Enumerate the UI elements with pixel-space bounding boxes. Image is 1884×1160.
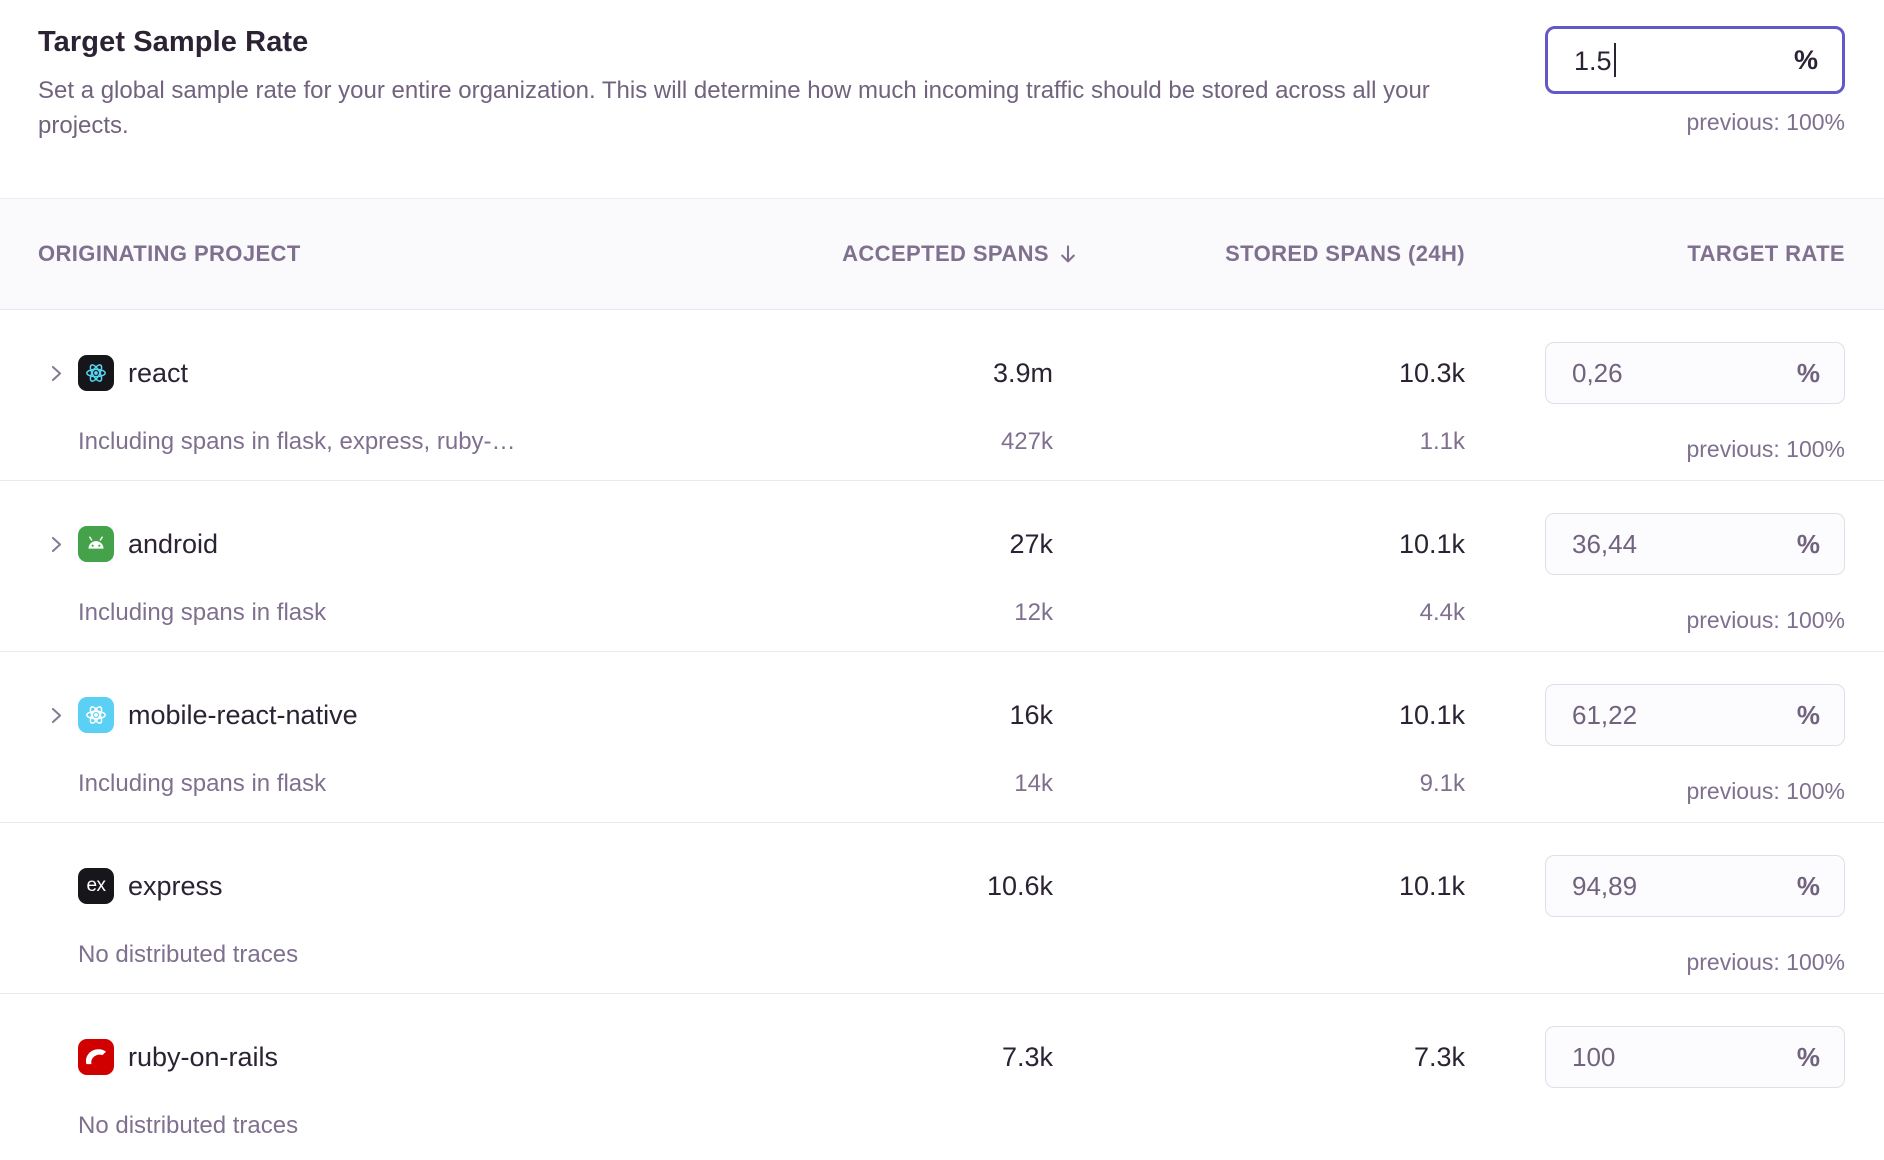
express-icon: ex bbox=[78, 868, 114, 904]
target-rate-input[interactable]: 94,89 % bbox=[1545, 855, 1845, 917]
accepted-spans-value: 27k bbox=[1009, 528, 1053, 559]
sub-accepted-spans-value: 12k bbox=[1014, 599, 1053, 626]
expand-chevron-icon[interactable] bbox=[45, 533, 67, 555]
sub-stored-spans-value: 1.1k bbox=[1419, 428, 1465, 455]
distributed-traces-note: Including spans in flask, express, ruby-… bbox=[78, 428, 516, 455]
distributed-traces-note: No distributed traces bbox=[78, 941, 299, 968]
column-header-stored-spans[interactable]: STORED SPANS (24H) bbox=[1225, 241, 1465, 266]
project-name: express bbox=[128, 870, 223, 901]
project-name: android bbox=[128, 528, 219, 559]
sub-stored-spans-value: 4.4k bbox=[1419, 599, 1465, 626]
percent-suffix: % bbox=[1796, 357, 1820, 388]
previous-rate-label: previous: 100% bbox=[1686, 949, 1845, 975]
accepted-spans-value: 16k bbox=[1009, 699, 1053, 730]
previous-rate-label: previous: 100% bbox=[1686, 436, 1845, 462]
sub-accepted-spans-value: 427k bbox=[1000, 428, 1053, 455]
project-name: mobile-react-native bbox=[128, 699, 358, 730]
column-header-target-rate: TARGET RATE bbox=[1687, 241, 1845, 266]
percent-suffix: % bbox=[1793, 44, 1818, 75]
target-rate-input[interactable]: 100 % bbox=[1545, 1026, 1845, 1088]
table-row: ruby-on-rails 7.3k 7.3k 100 % No distrib… bbox=[0, 993, 1884, 1160]
target-rate-input[interactable]: 61,22 % bbox=[1545, 684, 1845, 746]
sort-descending-arrow-icon bbox=[1057, 243, 1079, 265]
distributed-traces-note: Including spans in flask bbox=[78, 599, 327, 626]
global-sample-rate-value: 1.5 bbox=[1574, 43, 1616, 77]
stored-spans-value: 10.1k bbox=[1398, 528, 1465, 559]
page-title: Target Sample Rate bbox=[38, 26, 309, 58]
distributed-traces-note: Including spans in flask bbox=[78, 770, 327, 797]
expand-chevron-icon[interactable] bbox=[45, 704, 67, 726]
table-row: android 27k 10.1k 36,44 % Including span… bbox=[0, 480, 1884, 651]
percent-suffix: % bbox=[1796, 528, 1820, 559]
previous-rate-label: previous: 100% bbox=[1686, 109, 1845, 135]
android-icon bbox=[78, 526, 114, 562]
react-native-icon bbox=[78, 697, 114, 733]
previous-rate-label: previous: 100% bbox=[1686, 607, 1845, 633]
project-name: react bbox=[128, 357, 189, 388]
percent-suffix: % bbox=[1796, 1041, 1820, 1072]
page-description: Set a global sample rate for your entire… bbox=[38, 77, 1430, 139]
global-sample-rate-input[interactable]: 1.5 % bbox=[1545, 26, 1845, 94]
stored-spans-value: 10.1k bbox=[1398, 699, 1465, 730]
percent-suffix: % bbox=[1796, 699, 1820, 730]
target-rate-input[interactable]: 36,44 % bbox=[1545, 513, 1845, 575]
column-header-originating-project: ORIGINATING PROJECT bbox=[38, 241, 301, 266]
expand-chevron-icon[interactable] bbox=[45, 362, 67, 384]
percent-suffix: % bbox=[1796, 870, 1820, 901]
distributed-traces-note: No distributed traces bbox=[78, 1112, 299, 1139]
accepted-spans-value: 3.9m bbox=[992, 357, 1053, 388]
target-rate-input[interactable]: 0,26 % bbox=[1545, 342, 1845, 404]
stored-spans-value: 10.3k bbox=[1398, 357, 1465, 388]
accepted-spans-value: 10.6k bbox=[986, 870, 1053, 901]
table-row: mobile-react-native 16k 10.1k 61,22 % In… bbox=[0, 651, 1884, 822]
table-row: react 3.9m 10.3k 0,26 % Including spans … bbox=[0, 310, 1884, 480]
react-icon bbox=[78, 355, 114, 391]
sub-stored-spans-value: 9.1k bbox=[1419, 770, 1465, 797]
table-header-row: ORIGINATING PROJECT ACCEPTED SPANS STORE… bbox=[0, 198, 1884, 310]
text-caret bbox=[1613, 43, 1616, 77]
stored-spans-value: 7.3k bbox=[1413, 1041, 1465, 1072]
accepted-spans-value: 7.3k bbox=[1001, 1041, 1053, 1072]
table-row: ex express 10.6k 10.1k 94,89 % No distri… bbox=[0, 822, 1884, 993]
stored-spans-value: 10.1k bbox=[1398, 870, 1465, 901]
ruby-on-rails-icon bbox=[78, 1039, 114, 1075]
project-name: ruby-on-rails bbox=[128, 1041, 279, 1072]
previous-rate-label: previous: 100% bbox=[1686, 778, 1845, 804]
column-header-accepted-spans[interactable]: ACCEPTED SPANS bbox=[753, 241, 1075, 267]
sub-accepted-spans-value: 14k bbox=[1014, 770, 1053, 797]
target-sample-rate-section: Target Sample Rate Set a global sample r… bbox=[0, 0, 1884, 198]
